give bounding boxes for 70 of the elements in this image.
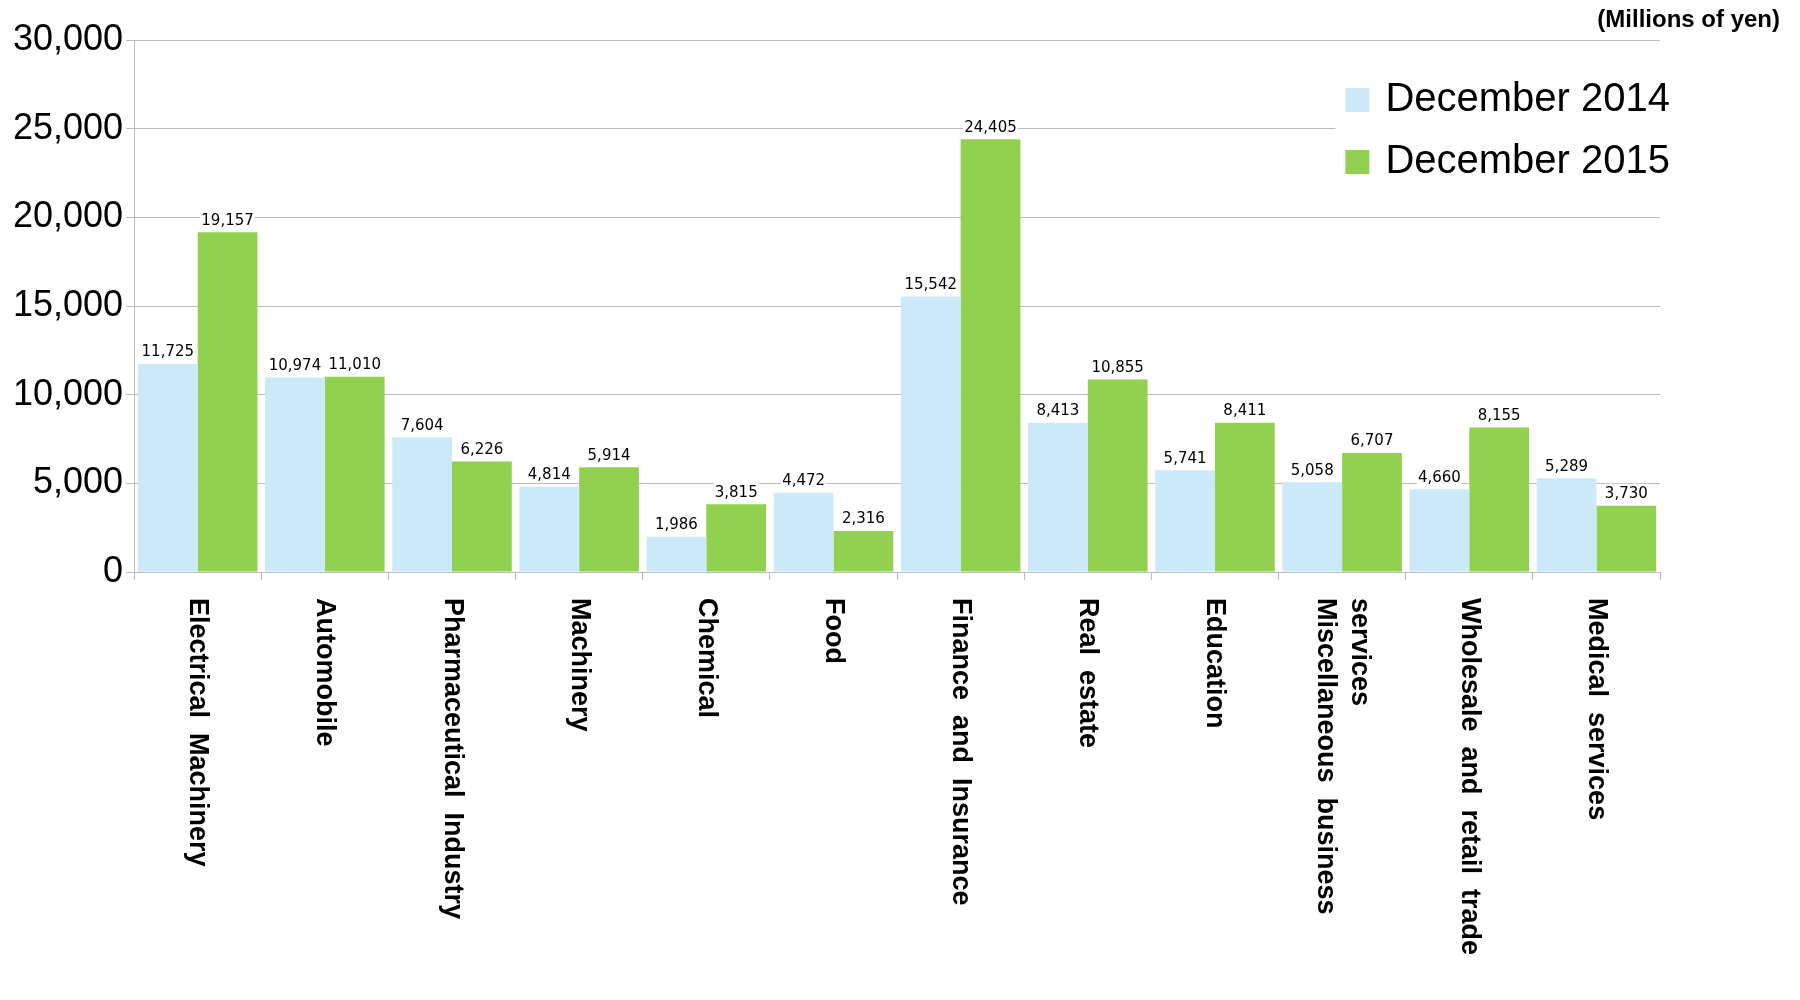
bar <box>646 536 707 572</box>
data-label: 8,155 <box>1477 405 1521 424</box>
bar <box>392 437 452 572</box>
bar <box>1282 482 1343 572</box>
bar <box>1028 422 1088 572</box>
x-tick-label: Electrical Machinery <box>184 598 215 867</box>
data-label: 8,411 <box>1223 401 1267 420</box>
y-tick-label: 20,000 <box>13 194 124 236</box>
text: (Millions of yen) <box>1597 4 1780 32</box>
bar <box>137 364 198 572</box>
data-label: 3,730 <box>1604 484 1648 503</box>
x-tick-label: Finance and Insurance <box>947 598 978 906</box>
data-label: 19,157 <box>201 210 254 229</box>
x-tick-label: Medical services <box>1582 598 1613 821</box>
y-tick-label: 15,000 <box>13 282 124 324</box>
bar <box>1409 489 1470 572</box>
data-label: 2,316 <box>841 509 885 528</box>
data-label: 3,815 <box>714 482 758 501</box>
data-label: 10,855 <box>1091 357 1144 376</box>
bar <box>452 461 512 572</box>
x-tick-label: Real estate <box>1074 598 1105 749</box>
data-label: 5,058 <box>1290 460 1334 479</box>
x-tick-label: Machinery <box>565 598 596 732</box>
y-tick-label: 10,000 <box>13 371 124 413</box>
data-label: 15,542 <box>904 274 957 293</box>
data-label: 1,986 <box>654 515 698 534</box>
data-label: 11,010 <box>328 355 381 374</box>
bar <box>1342 453 1402 572</box>
bar <box>579 467 639 572</box>
bar <box>197 232 258 572</box>
legend-label: December 2014 <box>1385 75 1670 120</box>
bar <box>265 377 325 572</box>
y-tick-label: 30,000 <box>13 16 124 58</box>
bar <box>1214 422 1275 572</box>
bar <box>324 376 385 572</box>
x-tick-label: Automobile <box>311 598 342 747</box>
x-tick-label: Chemical <box>692 598 723 719</box>
data-label: 5,741 <box>1163 448 1207 467</box>
x-tick-label: Wholesale and retail trade <box>1455 598 1486 956</box>
bar <box>960 139 1021 572</box>
data-label: 5,289 <box>1545 456 1589 475</box>
y-tick-label: 25,000 <box>13 105 124 147</box>
bar <box>833 530 894 572</box>
bar <box>519 486 580 572</box>
data-label: 24,405 <box>964 117 1017 136</box>
bar <box>1469 427 1530 572</box>
x-tick-label: Education <box>1201 598 1232 729</box>
data-label: 6,226 <box>460 439 504 458</box>
data-label: 6,707 <box>1350 431 1394 450</box>
y-tick-label: 5,000 <box>33 460 124 502</box>
data-label: 8,413 <box>1036 401 1080 420</box>
data-label: 5,914 <box>587 445 631 464</box>
bar <box>900 296 961 572</box>
data-label: 4,814 <box>527 465 571 484</box>
legend-label: December 2015 <box>1385 137 1670 182</box>
data-label: 11,725 <box>141 342 195 361</box>
bar <box>1536 478 1597 572</box>
data-label: 4,660 <box>1417 467 1461 486</box>
x-tick-label: Miscellaneous business services <box>1311 598 1376 915</box>
data-label: 10,974 <box>268 355 322 374</box>
data-label: 7,604 <box>400 415 444 434</box>
x-tick-label: Food <box>820 598 851 664</box>
bar <box>706 504 767 572</box>
bar <box>1155 470 1215 572</box>
bar <box>773 492 834 572</box>
data-label: 4,472 <box>782 471 826 490</box>
x-tick-label: Pharmaceutical Industry <box>438 598 469 920</box>
y-tick-label: 0 <box>103 548 124 590</box>
bar <box>1087 379 1148 572</box>
bar <box>1596 505 1657 572</box>
